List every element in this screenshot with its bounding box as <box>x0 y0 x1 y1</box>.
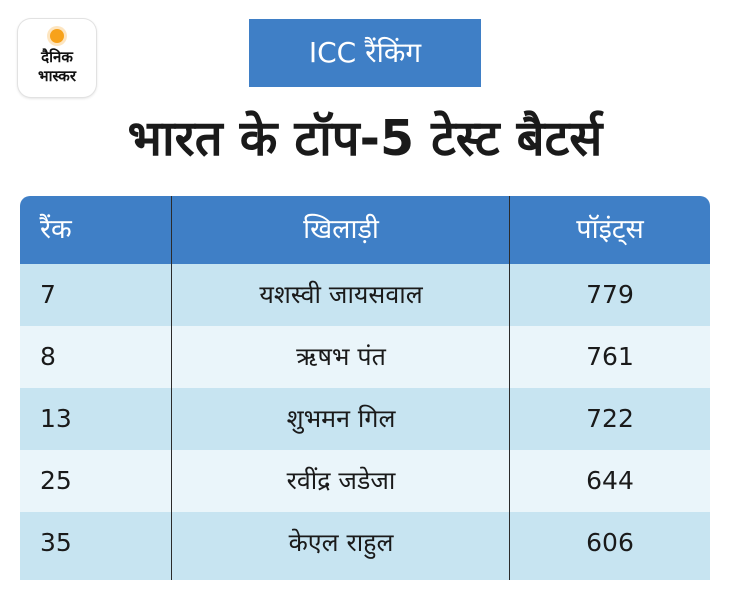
points-cell: 761 <box>586 342 634 371</box>
logo-text-line-2: भास्कर <box>38 67 76 85</box>
rank-cell: 13 <box>40 404 72 433</box>
rank-cell: 35 <box>40 528 72 557</box>
points-cell: 644 <box>586 466 634 495</box>
page-title: भारत के टॉप-5 टेस्ट बैटर्स <box>127 110 603 167</box>
points-cell: 606 <box>586 528 634 557</box>
sun-icon <box>50 29 64 43</box>
table-header: रैंक खिलाड़ी पॉइंट्स <box>20 196 710 264</box>
points-cell: 779 <box>586 280 634 309</box>
table-row: 8 ऋषभ पंत 761 <box>20 326 710 388</box>
player-cell: केएल राहुल <box>288 528 394 557</box>
points-cell: 722 <box>586 404 634 433</box>
column-divider <box>171 196 172 580</box>
section-badge: ICC रैंकिंग <box>249 19 481 87</box>
rank-cell: 8 <box>40 342 56 371</box>
column-divider <box>509 196 510 580</box>
table-row: 25 रवींद्र जडेजा 644 <box>20 450 710 512</box>
header-points: पॉइंट्स <box>576 214 644 245</box>
rank-cell: 25 <box>40 466 72 495</box>
logo-text-line-1: दैनिक <box>41 48 73 66</box>
dainik-bhaskar-logo: दैनिक भास्कर <box>18 19 96 97</box>
table-row: 13 शुभमन गिल 722 <box>20 388 710 450</box>
table-row: 7 यशस्वी जायसवाल 779 <box>20 264 710 326</box>
header-player: खिलाड़ी <box>303 214 379 245</box>
table-row: 35 केएल राहुल 606 <box>20 512 710 580</box>
player-cell: शुभमन गिल <box>286 404 396 433</box>
rank-cell: 7 <box>40 280 56 309</box>
rankings-table: रैंक खिलाड़ी पॉइंट्स 7 यशस्वी जायसवाल 77… <box>20 196 710 580</box>
player-cell: यशस्वी जायसवाल <box>259 280 423 309</box>
player-cell: रवींद्र जडेजा <box>286 466 396 495</box>
player-cell: ऋषभ पंत <box>296 342 386 371</box>
header-rank: रैंक <box>40 214 72 245</box>
